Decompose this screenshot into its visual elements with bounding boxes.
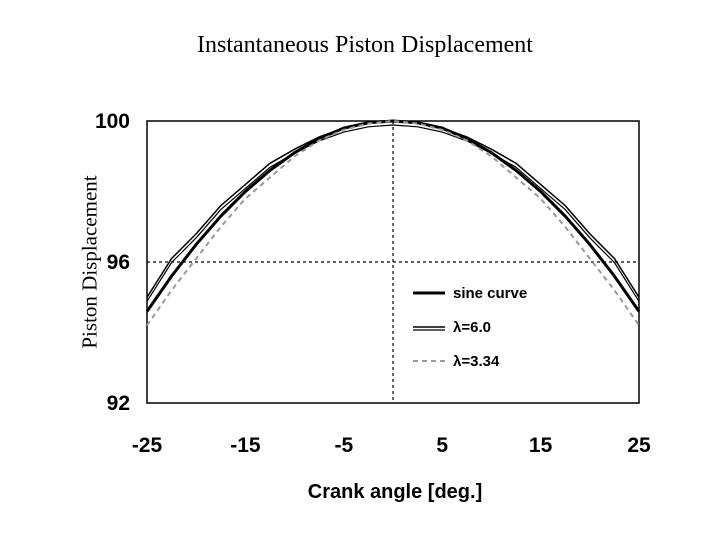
y-tick-label: 100 <box>95 110 130 133</box>
series-line--6-0 <box>146 120 640 298</box>
x-tick-label: -15 <box>230 434 261 457</box>
y-tick-labels: 100 96 92 <box>95 110 130 415</box>
y-tick-label: 92 <box>107 392 130 415</box>
series-line--3-34 <box>146 119 640 326</box>
page-title: Instantaneous Piston Displacement <box>197 32 533 58</box>
x-tick-label: 15 <box>529 434 553 457</box>
series-line--6-0-inner <box>146 124 640 302</box>
x-tick-label: 25 <box>627 434 651 457</box>
series-line-sine-curve <box>145 119 641 313</box>
x-tick-label: 5 <box>436 434 448 457</box>
y-tick-label: 96 <box>107 251 130 274</box>
reference-lines <box>147 121 639 403</box>
x-tick-labels: -25 -15 -5 5 15 25 <box>132 434 651 457</box>
x-tick-label: -5 <box>334 434 353 457</box>
series-group <box>145 119 641 326</box>
x-axis-title: Crank angle [deg.] <box>308 481 482 503</box>
legend: sine curve λ=6.0 λ=3.34 <box>413 285 527 370</box>
x-tick-label: -25 <box>132 434 163 457</box>
legend-label-sine-curve: sine curve <box>453 285 527 302</box>
legend-label--6-0: λ=6.0 <box>453 319 491 336</box>
legend-label--3-34: λ=3.34 <box>453 353 500 370</box>
